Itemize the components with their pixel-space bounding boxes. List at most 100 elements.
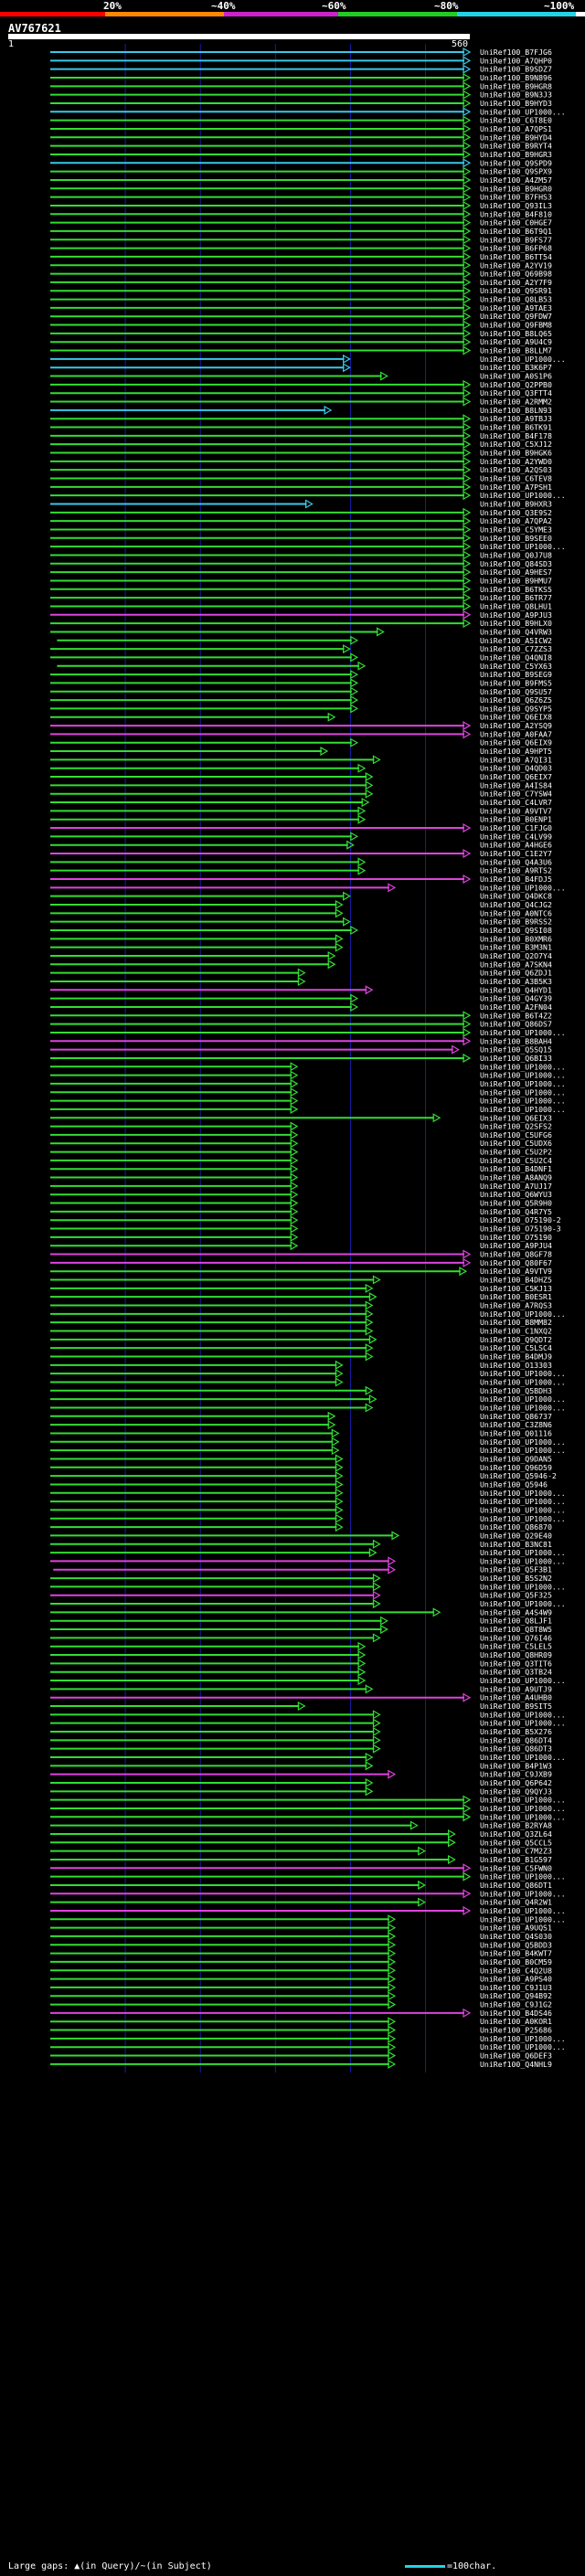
- hit-row[interactable]: UniRef100_B6TR77: [50, 593, 552, 603]
- hit-label[interactable]: UniRef100_Q9FDW7: [480, 312, 552, 321]
- hit-row[interactable]: UniRef100_A7QHP0: [50, 56, 552, 66]
- hit-label[interactable]: UniRef100_Q86737: [480, 1412, 552, 1421]
- hit-row[interactable]: UniRef100_A7RQS3: [50, 1300, 552, 1310]
- hit-label[interactable]: UniRef100_Q6WYU3: [480, 1190, 552, 1199]
- hit-row[interactable]: UniRef100_Q6P642: [50, 1777, 552, 1788]
- hit-row[interactable]: UniRef100_Q5BDD3: [50, 1940, 552, 1950]
- hit-label[interactable]: UniRef100_A9HES7: [480, 567, 552, 577]
- hit-row[interactable]: UniRef100_Q6EIX3: [50, 1113, 552, 1123]
- hit-row[interactable]: UniRef100_Q86DT4: [50, 1735, 552, 1745]
- hit-label[interactable]: UniRef100_A9PJU3: [480, 610, 552, 620]
- hit-label[interactable]: UniRef100_Q3E9S2: [480, 508, 552, 517]
- hit-label[interactable]: UniRef100_UP1000...: [480, 1812, 566, 1821]
- hit-row[interactable]: UniRef100_UP1000...: [50, 1309, 566, 1319]
- hit-label[interactable]: UniRef100_Q5R9H0: [480, 1199, 552, 1208]
- hit-label[interactable]: UniRef100_Q9QDT2: [480, 1335, 552, 1344]
- hit-row[interactable]: UniRef100_UP1000...: [50, 1078, 566, 1088]
- hit-row[interactable]: UniRef100_A2FN04: [50, 1002, 552, 1012]
- hit-row[interactable]: UniRef100_UP1000...: [50, 1027, 566, 1037]
- hit-label[interactable]: UniRef100_B9HYD4: [480, 133, 552, 142]
- hit-label[interactable]: UniRef100_B2RYA8: [480, 1821, 552, 1830]
- hit-label[interactable]: UniRef100_B9FMS5: [480, 678, 552, 687]
- hit-label[interactable]: UniRef100_Q9SPX9: [480, 167, 552, 176]
- hit-label[interactable]: UniRef100_B0XMR6: [480, 934, 552, 943]
- hit-label[interactable]: UniRef100_A9VTV7: [480, 806, 552, 815]
- hit-row[interactable]: UniRef100_C5FWN0: [50, 1863, 552, 1873]
- hit-label[interactable]: UniRef100_UP1000...: [480, 1369, 566, 1378]
- hit-row[interactable]: UniRef100_B4DS46: [50, 2008, 552, 2018]
- hit-row[interactable]: UniRef100_UP1000...: [50, 1803, 566, 1814]
- hit-label[interactable]: UniRef100_B7FHS3: [480, 193, 552, 202]
- hit-row[interactable]: UniRef100_A9TBJ3: [50, 414, 552, 424]
- hit-row[interactable]: UniRef100_C5KJ13: [50, 1283, 552, 1293]
- hit-row[interactable]: UniRef100_Q8LHU1: [50, 601, 552, 611]
- hit-row[interactable]: UniRef100_Q3TB24: [50, 1667, 552, 1677]
- hit-label[interactable]: UniRef100_A9PS40: [480, 1975, 552, 1984]
- hit-label[interactable]: UniRef100_A7UJ17: [480, 1182, 552, 1191]
- hit-label[interactable]: UniRef100_Q9DAN5: [480, 1454, 552, 1463]
- hit-row[interactable]: UniRef100_Q84SD3: [50, 558, 552, 568]
- hit-label[interactable]: UniRef100_UP1000...: [480, 1097, 566, 1106]
- hit-label[interactable]: UniRef100_UP1000...: [480, 1556, 566, 1565]
- hit-label[interactable]: UniRef100_B4F178: [480, 431, 552, 440]
- hit-label[interactable]: UniRef100_UP1000...: [480, 883, 566, 892]
- hit-row[interactable]: UniRef100_A2YV19: [50, 260, 552, 270]
- hit-row[interactable]: UniRef100_Q4HYD1: [50, 985, 552, 995]
- hit-label[interactable]: UniRef100_C6T8E0: [480, 116, 552, 125]
- hit-label[interactable]: UniRef100_UP1000...: [480, 1105, 566, 1114]
- hit-row[interactable]: UniRef100_O13303: [50, 1360, 552, 1370]
- hit-row[interactable]: UniRef100_Q6BI33: [50, 1053, 552, 1063]
- hit-label[interactable]: UniRef100_Q69B98: [480, 270, 552, 279]
- hit-row[interactable]: UniRef100_A7QI31: [50, 755, 552, 765]
- hit-label[interactable]: UniRef100_B8BAH4: [480, 1036, 552, 1045]
- hit-row[interactable]: UniRef100_Q86737: [50, 1411, 552, 1421]
- hit-label[interactable]: UniRef100_Q4DKC8: [480, 892, 552, 901]
- hit-label[interactable]: UniRef100_Q86DT1: [480, 1881, 552, 1890]
- hit-row[interactable]: UniRef100_UP1000...: [50, 1488, 566, 1498]
- hit-label[interactable]: UniRef100_C5XJ12: [480, 440, 552, 449]
- hit-row[interactable]: UniRef100_B4DMJ9: [50, 1352, 552, 1362]
- hit-row[interactable]: UniRef100_Q86870: [50, 1522, 552, 1532]
- hit-label[interactable]: UniRef100_C1NXQ2: [480, 1327, 552, 1336]
- hit-row[interactable]: UniRef100_B9HGK6: [50, 448, 552, 458]
- hit-label[interactable]: UniRef100_B4DMJ9: [480, 1352, 552, 1361]
- hit-label[interactable]: UniRef100_A2QS03: [480, 465, 552, 474]
- hit-row[interactable]: UniRef100_Q76I46: [50, 1633, 552, 1643]
- hit-row[interactable]: UniRef100_Q9SYP5: [50, 704, 552, 714]
- hit-row[interactable]: UniRef100_UP1000...: [50, 1062, 566, 1072]
- hit-label[interactable]: UniRef100_B0ENP1: [480, 815, 552, 824]
- hit-label[interactable]: UniRef100_B9HGR8: [480, 81, 552, 90]
- hit-row[interactable]: UniRef100_B9RYT4: [50, 141, 552, 151]
- hit-row[interactable]: UniRef100_B7FHS3: [50, 192, 552, 202]
- hit-label[interactable]: UniRef100_Q3TIT6: [480, 1659, 552, 1668]
- hit-row[interactable]: UniRef100_C9J1G2: [50, 1999, 552, 2009]
- hit-label[interactable]: UniRef100_B9SEG9: [480, 670, 552, 679]
- hit-row[interactable]: UniRef100_C1NXQ2: [50, 1326, 552, 1336]
- hit-label[interactable]: UniRef100_Q5SQ15: [480, 1045, 552, 1055]
- hit-row[interactable]: UniRef100_A7SKN4: [50, 959, 552, 970]
- hit-row[interactable]: UniRef100_UP1000...: [50, 107, 566, 117]
- hit-label[interactable]: UniRef100_Q3TB24: [480, 1668, 552, 1677]
- hit-row[interactable]: UniRef100_B6FP68: [50, 243, 552, 253]
- hit-row[interactable]: UniRef100_B9RSS2: [50, 917, 552, 927]
- hit-label[interactable]: UniRef100_C5UDX6: [480, 1139, 552, 1148]
- hit-row[interactable]: UniRef100_B9FS77: [50, 235, 552, 245]
- hit-row[interactable]: UniRef100_B9SEG9: [50, 670, 552, 680]
- hit-row[interactable]: UniRef100_B6TKS5: [50, 584, 552, 594]
- hit-label[interactable]: UniRef100_A2FN04: [480, 1002, 552, 1012]
- hit-row[interactable]: UniRef100_Q80F67: [50, 1257, 552, 1267]
- hit-row[interactable]: UniRef100_A9U4C9: [50, 337, 552, 347]
- hit-row[interactable]: UniRef100_B9HGR0: [50, 184, 552, 194]
- hit-row[interactable]: UniRef100_Q5SQ15: [50, 1044, 552, 1055]
- hit-label[interactable]: UniRef100_Q8T8W5: [480, 1625, 552, 1634]
- hit-row[interactable]: UniRef100_A9PS40: [50, 1974, 552, 1984]
- hit-row[interactable]: UniRef100_B3NC81: [50, 1539, 552, 1549]
- hit-label[interactable]: UniRef100_B8LLM7: [480, 346, 552, 355]
- hit-label[interactable]: UniRef100_UP1000...: [480, 1505, 566, 1514]
- hit-row[interactable]: UniRef100_Q3E9S2: [50, 507, 552, 517]
- hit-row[interactable]: UniRef100_A9PJU4: [50, 1241, 552, 1251]
- hit-row[interactable]: UniRef100_Q5F325: [50, 1590, 552, 1600]
- hit-row[interactable]: UniRef100_Q4CJG2: [50, 899, 552, 910]
- hit-row[interactable]: UniRef100_C5YME3: [50, 525, 552, 535]
- hit-row[interactable]: UniRef100_A2YSQ9: [50, 721, 552, 731]
